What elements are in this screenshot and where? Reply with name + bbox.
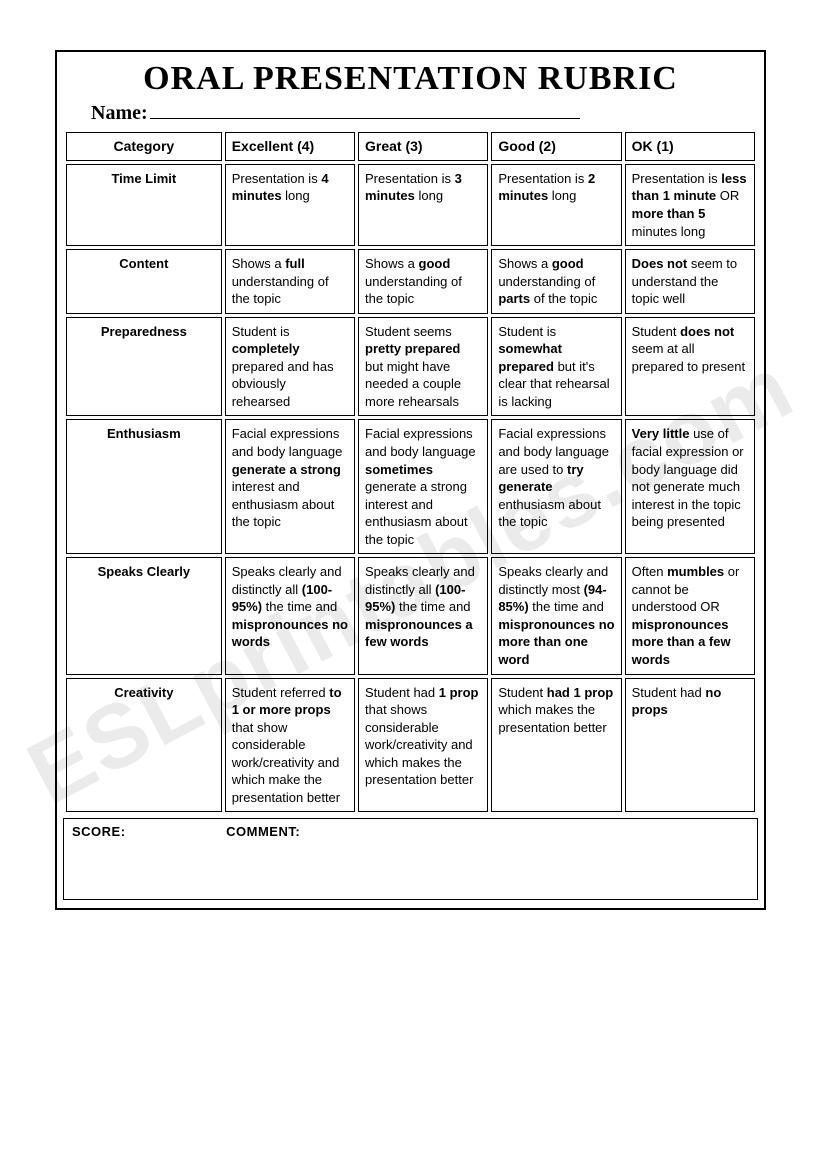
rubric-cell: Does not seem to understand the topic we… (625, 249, 755, 314)
rubric-cell: Facial expressions and body language som… (358, 419, 488, 554)
table-row: EnthusiasmFacial expressions and body la… (66, 419, 755, 554)
rubric-cell: Presentation is 2 minutes long (491, 164, 621, 246)
rubric-cell: Student is completely prepared and has o… (225, 317, 355, 417)
table-row: CreativityStudent referred to 1 or more … (66, 678, 755, 813)
header-excellent: Excellent (4) (225, 132, 355, 161)
header-ok: OK (1) (625, 132, 755, 161)
table-row: PreparednessStudent is completely prepar… (66, 317, 755, 417)
rubric-cell: Student had no props (625, 678, 755, 813)
rubric-cell: Student had 1 prop that shows considerab… (358, 678, 488, 813)
rubric-title: ORAL PRESENTATION RUBRIC (63, 60, 758, 98)
name-input-line[interactable] (150, 105, 580, 119)
name-label: Name (91, 102, 141, 124)
rubric-cell: Presentation is 3 minutes long (358, 164, 488, 246)
name-row: Name: (63, 102, 758, 125)
category-cell: Enthusiasm (66, 419, 222, 554)
rubric-cell: Student referred to 1 or more props that… (225, 678, 355, 813)
rubric-table: Category Excellent (4) Great (3) Good (2… (63, 129, 758, 815)
comment-label: COMMENT: (226, 824, 300, 839)
rubric-cell: Student does not seem at all prepared to… (625, 317, 755, 417)
rubric-body: Time LimitPresentation is 4 minutes long… (66, 164, 755, 813)
page-container: ORAL PRESENTATION RUBRIC Name: Category … (0, 0, 821, 950)
header-great: Great (3) (358, 132, 488, 161)
rubric-cell: Student is somewhat prepared but it's cl… (491, 317, 621, 417)
header-category: Category (66, 132, 222, 161)
rubric-cell: Very little use of facial expression or … (625, 419, 755, 554)
table-row: Time LimitPresentation is 4 minutes long… (66, 164, 755, 246)
rubric-cell: Shows a good understanding of the topic (358, 249, 488, 314)
rubric-cell: Shows a good understanding of parts of t… (491, 249, 621, 314)
footer-box: SCORE: COMMENT: (63, 818, 758, 900)
category-cell: Preparedness (66, 317, 222, 417)
rubric-cell: Presentation is 4 minutes long (225, 164, 355, 246)
header-row: Category Excellent (4) Great (3) Good (2… (66, 132, 755, 161)
rubric-cell: Speaks clearly and distinctly all (100-9… (358, 557, 488, 674)
table-row: ContentShows a full understanding of the… (66, 249, 755, 314)
rubric-cell: Often mumbles or cannot be understood OR… (625, 557, 755, 674)
rubric-cell: Presentation is less than 1 minute OR mo… (625, 164, 755, 246)
rubric-cell: Facial expressions and body language gen… (225, 419, 355, 554)
rubric-cell: Student had 1 prop which makes the prese… (491, 678, 621, 813)
table-row: Speaks ClearlySpeaks clearly and distinc… (66, 557, 755, 674)
score-label: SCORE: (72, 824, 222, 839)
category-cell: Content (66, 249, 222, 314)
category-cell: Time Limit (66, 164, 222, 246)
rubric-cell: Shows a full understanding of the topic (225, 249, 355, 314)
rubric-cell: Facial expressions and body language are… (491, 419, 621, 554)
rubric-cell: Student seems pretty prepared but might … (358, 317, 488, 417)
header-good: Good (2) (491, 132, 621, 161)
rubric-cell: Speaks clearly and distinctly all (100-9… (225, 557, 355, 674)
rubric-frame: ORAL PRESENTATION RUBRIC Name: Category … (55, 50, 766, 910)
category-cell: Creativity (66, 678, 222, 813)
category-cell: Speaks Clearly (66, 557, 222, 674)
rubric-cell: Speaks clearly and distinctly most (94-8… (491, 557, 621, 674)
